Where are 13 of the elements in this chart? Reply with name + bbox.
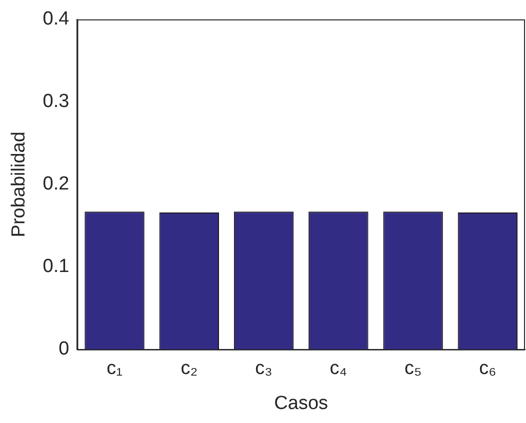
y-tick-label: 0.3 (42, 91, 70, 112)
y-tick-label: 0.2 (42, 174, 70, 195)
x-tick-label: c₅ (404, 358, 422, 380)
y-tick-label: 0.4 (42, 8, 70, 30)
y-tick-label: 0.1 (42, 256, 70, 278)
x-tick-label: c₄ (330, 358, 348, 380)
x-axis-title: Casos (274, 392, 328, 414)
y-axis-title: Probabilidad (8, 132, 30, 238)
x-tick-label: c₆ (479, 358, 496, 380)
x-tick-label: c₃ (255, 358, 272, 380)
x-tick-label: c₁ (106, 358, 122, 380)
x-tick-label: c₂ (180, 358, 198, 380)
y-tick-label: 0 (58, 338, 70, 360)
